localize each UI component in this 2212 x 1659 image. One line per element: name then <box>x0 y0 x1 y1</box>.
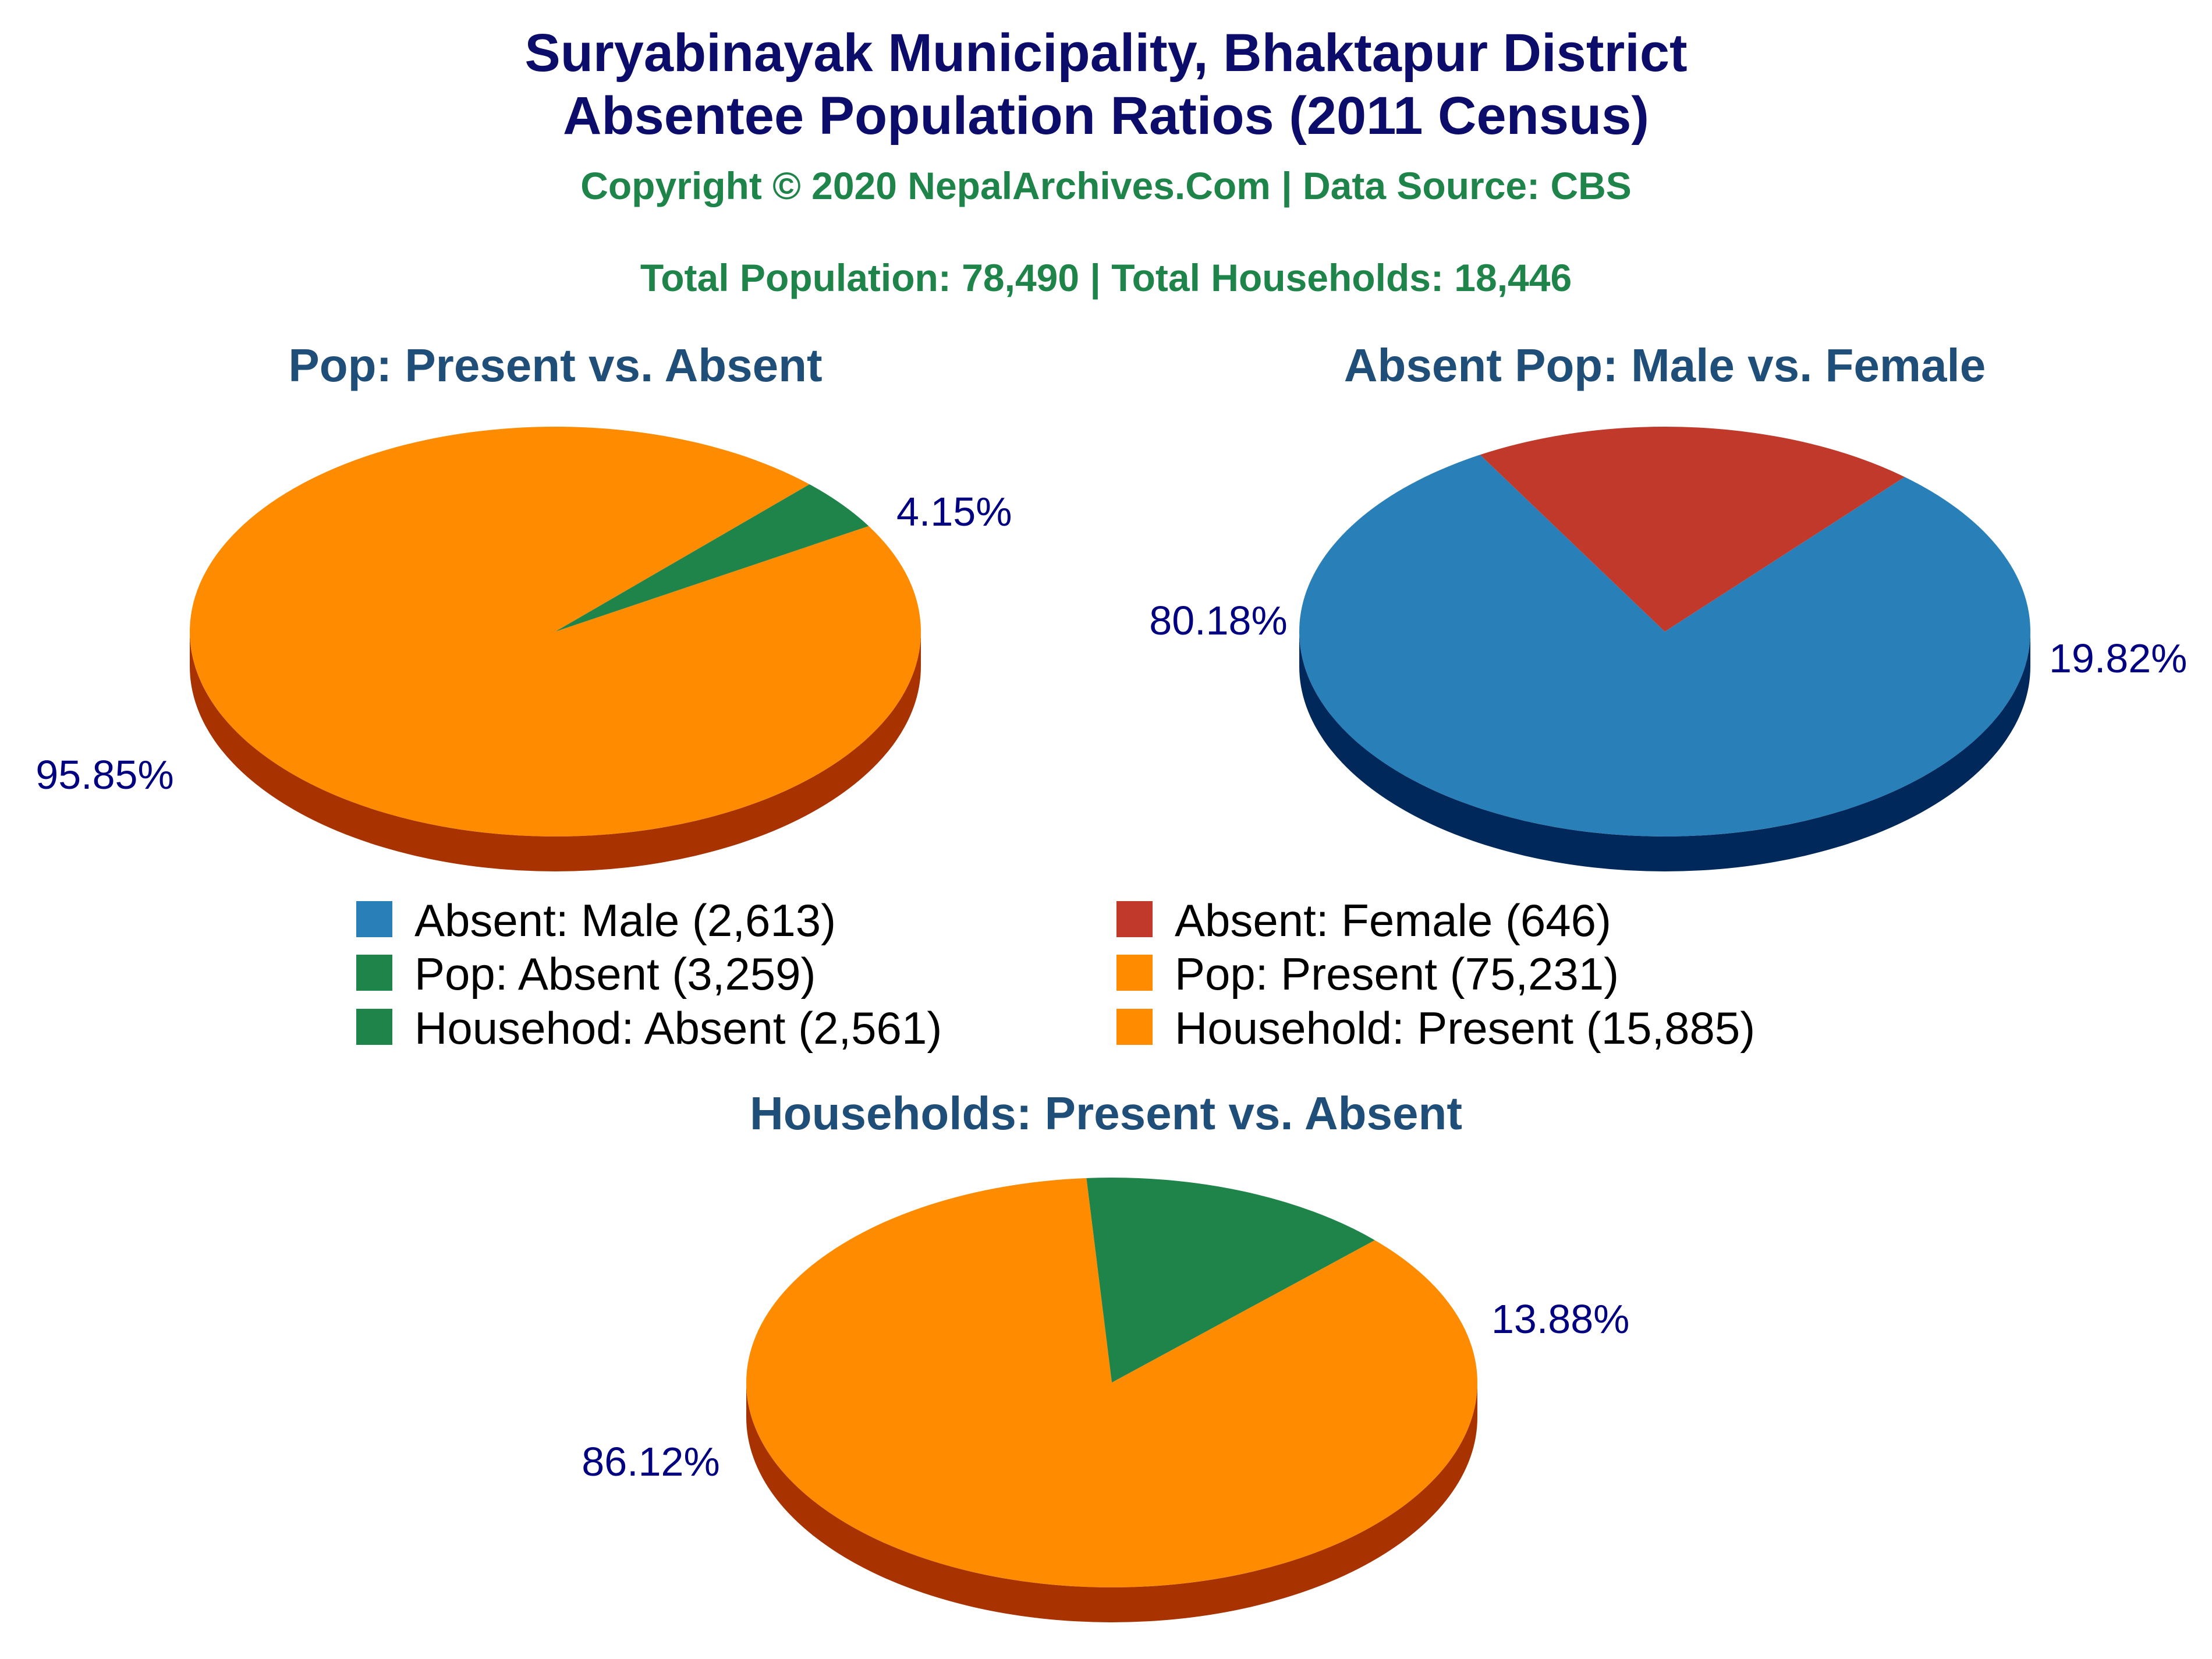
legend-swatch <box>356 955 392 991</box>
pie-side-3-1 <box>746 1383 1477 1622</box>
pies-group: 95.85% 4.15% 80.18% 19.82% 86.12% 13.88% <box>36 427 2187 1622</box>
copyright-text: Copyright © 2020 NepalArchives.Com | Dat… <box>580 164 1632 208</box>
pie-chart-2: 80.18% 19.82% <box>1149 427 2187 871</box>
pie-side-walls <box>190 632 921 871</box>
legend-label: Househod: Absent (2,561) <box>414 1002 942 1054</box>
legend-label: Household: Present (15,885) <box>1175 1002 1755 1054</box>
pie-percent-label-1-1: 95.85% <box>36 752 173 797</box>
legend-swatch <box>1116 1009 1153 1045</box>
legend-item-1: Absent: Male (2,613) <box>356 895 836 946</box>
pie-percent-label-1-2: 4.15% <box>896 489 1012 534</box>
chart-title-line2: Absentee Population Ratios (2011 Census) <box>563 86 1649 146</box>
legend-item-5: Househod: Absent (2,561) <box>356 1002 942 1054</box>
pie-percent-label-2-2: 19.82% <box>2049 636 2187 681</box>
pie-title-absent-gender: Absent Pop: Male vs. Female <box>1344 339 1986 391</box>
legend-item-6: Household: Present (15,885) <box>1116 1002 1755 1054</box>
legend-swatch <box>1116 955 1153 991</box>
legend-item-2: Absent: Female (646) <box>1116 895 1611 946</box>
pie-chart-3: 86.12% 13.88% <box>582 1178 1629 1622</box>
pie-slice-3-2 <box>1086 1178 1375 1383</box>
pie-slice-2-2 <box>1480 427 1905 632</box>
chart-title-line1: Suryabinayak Municipality, Bhaktapur Dis… <box>524 23 1687 83</box>
pie-side-walls <box>1299 632 2030 871</box>
pie-side-2-1 <box>1299 632 2030 871</box>
pie-slice-1-2 <box>555 484 869 632</box>
legend-swatch <box>356 1009 392 1045</box>
legend: Absent: Male (2,613) Absent: Female (646)… <box>356 895 1755 1054</box>
legend-label: Absent: Male (2,613) <box>414 895 836 946</box>
legend-swatch <box>356 901 392 937</box>
legend-item-3: Pop: Absent (3,259) <box>356 948 816 999</box>
pie-percent-label-2-1: 80.18% <box>1149 598 1287 643</box>
pie-slice-3-1 <box>746 1178 1478 1588</box>
pie-side-1-1 <box>190 632 921 871</box>
legend-label: Pop: Present (75,231) <box>1175 948 1619 999</box>
legend-label: Absent: Female (646) <box>1175 895 1611 946</box>
legend-swatch <box>1116 901 1153 937</box>
pie-chart-1: 95.85% 4.15% <box>36 427 1012 871</box>
legend-item-4: Pop: Present (75,231) <box>1116 948 1619 999</box>
pie-title-households: Households: Present vs. Absent <box>750 1087 1462 1139</box>
pie-title-population: Pop: Present vs. Absent <box>288 339 822 391</box>
totals-text: Total Population: 78,490 | Total Househo… <box>640 256 1572 300</box>
pie-slice-2-1 <box>1299 455 2031 836</box>
pie-percent-label-3-2: 13.88% <box>1491 1296 1629 1342</box>
pie-side-walls <box>746 1383 1477 1622</box>
legend-label: Pop: Absent (3,259) <box>414 948 816 999</box>
pie-percent-label-3-1: 86.12% <box>582 1439 719 1484</box>
